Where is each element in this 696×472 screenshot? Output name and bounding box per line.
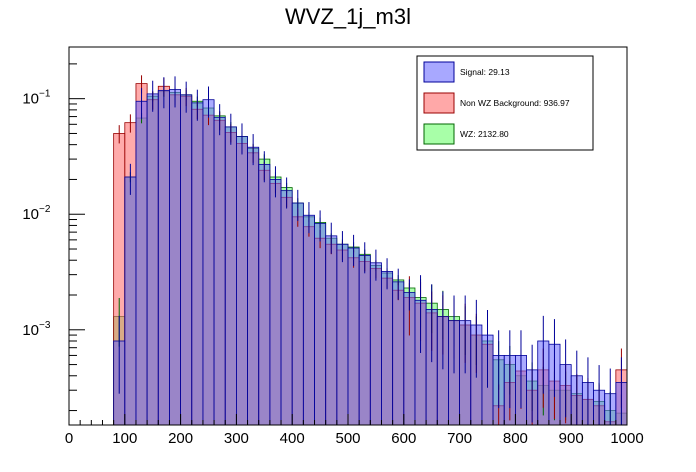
- legend-swatch-non-wz-background: [423, 92, 455, 114]
- y-tick-label: 10: [22, 206, 39, 223]
- x-tick-label: 100: [112, 430, 137, 447]
- bar-signal-22: [314, 223, 327, 426]
- x-tick-label: 600: [391, 430, 416, 447]
- bar-signal-7: [146, 93, 159, 426]
- x-tick-label: 800: [503, 430, 528, 447]
- bar-signal-9: [169, 89, 182, 426]
- x-tick-label: 1000: [610, 430, 643, 447]
- x-tick-label: 400: [280, 430, 305, 447]
- bar-signal-11: [191, 102, 204, 426]
- y-tick-exponent: −1: [39, 89, 51, 100]
- bar-signal-24: [336, 243, 349, 426]
- legend-swatch-signal: [423, 61, 455, 83]
- bar-signal-28: [381, 271, 394, 426]
- legend-label-non-wz-background: Non WZ Background: 936.97: [460, 98, 570, 108]
- bar-signal-6: [135, 100, 148, 426]
- y-tick-exponent: −2: [39, 204, 51, 215]
- bar-signal-26: [358, 255, 371, 426]
- bar-signal-14: [224, 126, 237, 426]
- legend: Signal: 29.13 Non WZ Background: 936.97 …: [416, 55, 594, 151]
- bar-signal-12: [202, 99, 215, 426]
- bar-signal-13: [213, 116, 226, 426]
- x-tick-label: 500: [335, 430, 360, 447]
- x-tick-label: 900: [559, 430, 584, 447]
- legend-swatch-wz: [423, 123, 455, 145]
- legend-label-signal: Signal: 29.13: [460, 67, 510, 77]
- y-tick-exponent: −3: [39, 320, 51, 331]
- x-tick-label: 0: [65, 430, 73, 447]
- legend-label-wz: WZ: 2132.80: [460, 129, 509, 139]
- y-tick-label: 10: [22, 322, 39, 339]
- bar-signal-20: [291, 202, 304, 426]
- bar-signal-8: [157, 89, 170, 426]
- bar-signal-18: [269, 179, 282, 426]
- y-tick-label: 10: [22, 91, 39, 108]
- chart-title: WVZ_1j_m3l: [285, 4, 411, 29]
- x-tick-label: 700: [447, 430, 472, 447]
- bar-signal-29: [392, 281, 405, 426]
- bar-signal-23: [325, 235, 338, 426]
- bar-signal-15: [235, 136, 248, 426]
- bar-signal-27: [369, 262, 382, 426]
- bar-signal-17: [258, 163, 271, 426]
- bar-signal-25: [347, 247, 360, 426]
- axes-group: 0 100 200 300 400 500 600 700 800 900 100010−110−2…: [22, 63, 644, 447]
- bar-signal-16: [247, 146, 260, 426]
- error-bars-group: [118, 75, 622, 425]
- bar-signal-19: [280, 190, 293, 426]
- bar-signal-10: [180, 94, 193, 426]
- x-tick-label: 300: [224, 430, 249, 447]
- x-tick-label: 200: [168, 430, 193, 447]
- bar-signal-21: [302, 214, 315, 426]
- bar-signal-5: [124, 176, 137, 426]
